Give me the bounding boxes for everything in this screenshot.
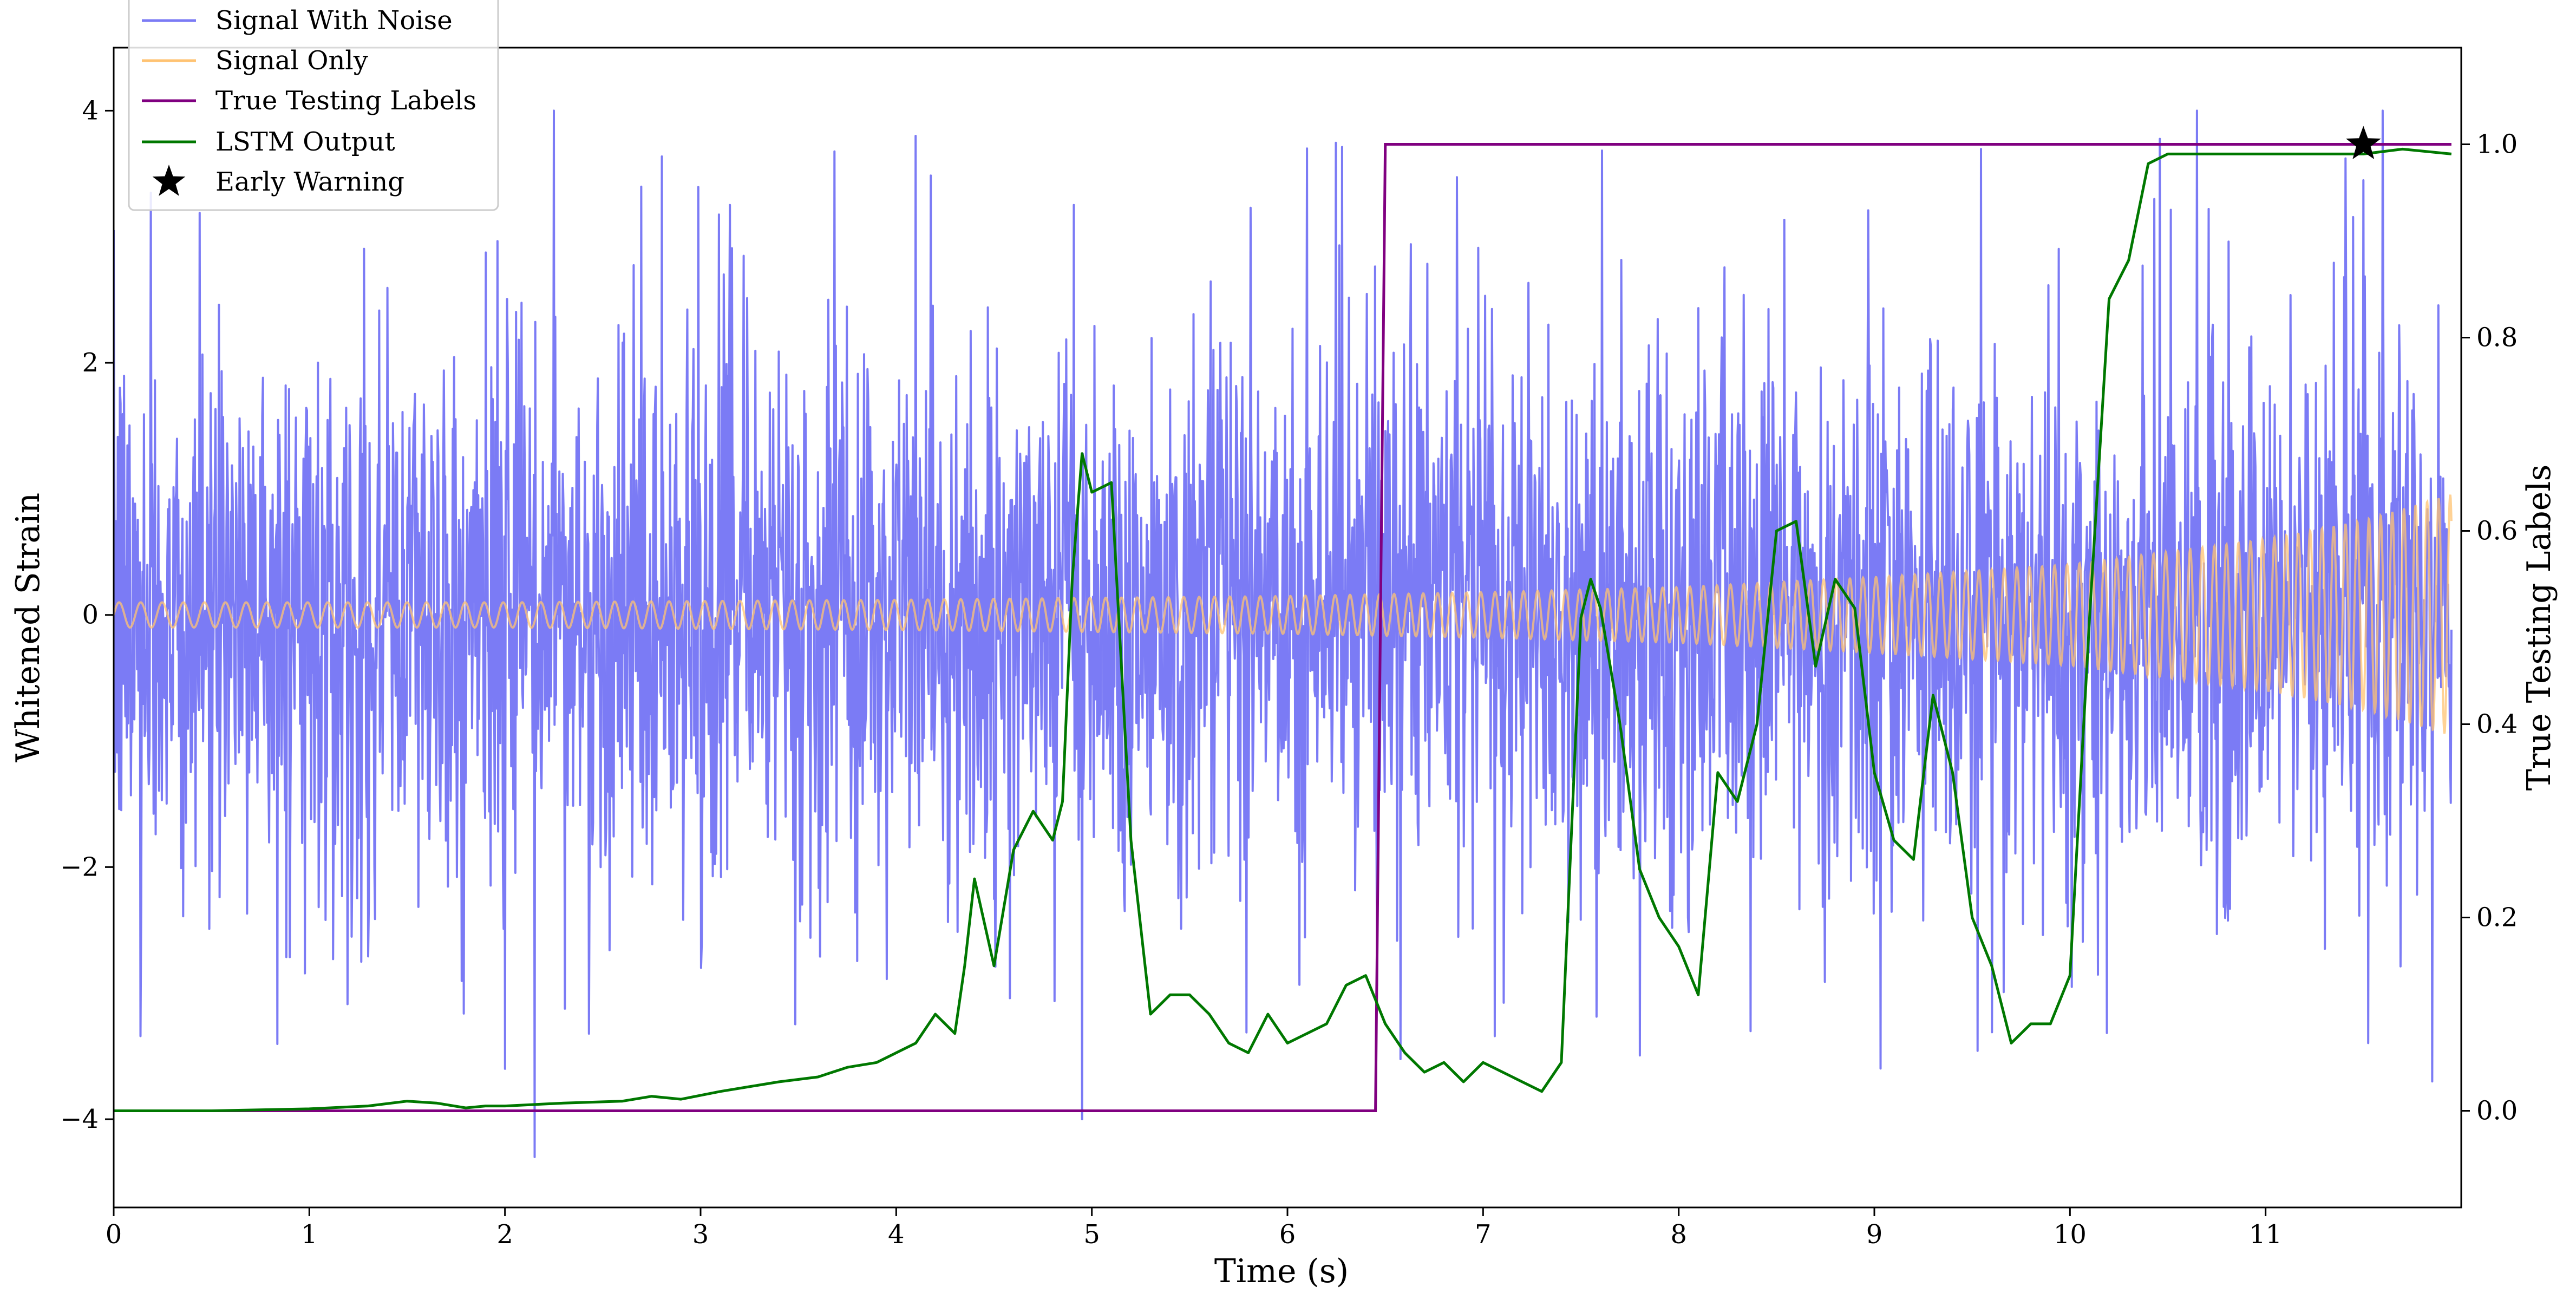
lstm-output-line [114,147,2452,1112]
y-tick-label: 0 [82,600,99,630]
signal-only-line [114,494,2453,734]
x-tick-label: 0 [106,1219,122,1250]
x-axis-title: Time (s) [1214,1252,1349,1290]
y-axis-ticks: −4 −2 0 2 4 [60,95,114,1134]
y2-tick-label: 0.2 [2476,903,2518,933]
y-tick-label: 4 [82,95,99,126]
y2-tick-label: 0.8 [2476,323,2518,353]
series-early-warning [2346,126,2381,159]
x-tick-label: 1 [301,1219,318,1250]
x-tick-label: 8 [1670,1219,1687,1250]
y2-tick-label: 0.6 [2476,516,2518,546]
y-tick-label: 2 [82,348,99,378]
signal-with-noise-line [114,109,2453,1158]
series-signal-with-noise [114,109,2453,1158]
series-lstm-output [114,147,2452,1112]
legend-label-signal: Signal Only [215,45,368,76]
y2-tick-label: 1.0 [2476,129,2518,160]
early-warning-star-icon [2346,126,2381,159]
x-tick-label: 10 [2054,1219,2087,1250]
y-tick-label: −4 [60,1104,99,1134]
y2-tick-label: 0.4 [2476,709,2518,740]
x-axis-ticks: 0 1 2 3 4 5 6 7 8 9 10 11 [106,1207,2282,1250]
legend-label-noise: Signal With Noise [215,5,453,36]
x-tick-label: 11 [2249,1219,2282,1250]
legend-swatch-warning-star-icon [152,165,186,196]
x-tick-label: 6 [1279,1219,1296,1250]
y2-axis-ticks: 0.0 0.2 0.4 0.6 0.8 1.0 [2461,129,2518,1126]
x-tick-label: 5 [1083,1219,1100,1250]
legend-label-labels: True Testing Labels [215,86,476,116]
legend-label-warning: Early Warning [215,167,404,197]
x-tick-label: 7 [1475,1219,1492,1250]
series-true-testing-labels [114,143,2451,1112]
x-tick-label: 4 [888,1219,905,1250]
legend-label-lstm: LSTM Output [215,127,395,157]
y-tick-label: −2 [60,852,99,882]
true-testing-labels-line [114,143,2451,1112]
x-tick-label: 2 [496,1219,513,1250]
x-tick-label: 3 [692,1219,709,1250]
legend-box [128,0,499,211]
y-axis-title: Whitened Strain [9,493,47,762]
legend: Signal With Noise Signal Only True Testi… [128,0,499,211]
series-signal-only [114,494,2453,734]
x-tick-label: 9 [1866,1219,1883,1250]
y2-tick-label: 0.0 [2476,1096,2518,1126]
y2-axis-title: True Testing Labels [2520,465,2558,791]
